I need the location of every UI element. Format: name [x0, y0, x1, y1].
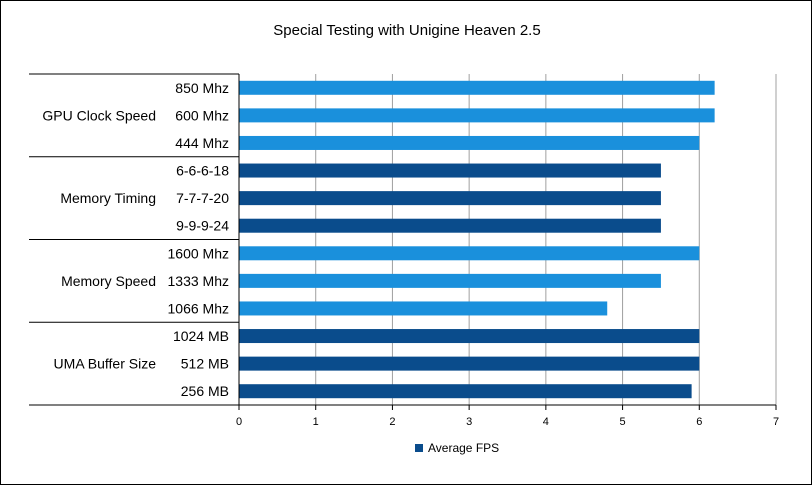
x-tick-label: 7 [773, 416, 779, 428]
item-label: 512 MB [181, 356, 229, 372]
item-label: 600 Mhz [175, 107, 229, 123]
bar [239, 356, 700, 371]
item-label: 9-9-9-24 [176, 218, 229, 234]
axes [29, 73, 777, 410]
x-tick-labels: 0 1 2 3 4 5 6 7 [236, 416, 779, 428]
bar [239, 273, 661, 288]
item-label: 7-7-7-20 [176, 190, 229, 206]
x-tick-label: 4 [543, 416, 549, 428]
bar [239, 301, 608, 316]
legend-label: Average FPS [428, 441, 499, 455]
bar [239, 384, 692, 399]
item-label: 1024 MB [173, 328, 229, 344]
bar [239, 80, 715, 95]
item-label: 256 MB [181, 383, 229, 399]
x-tick-label: 6 [696, 416, 702, 428]
bar [239, 135, 700, 150]
x-tick-label: 5 [620, 416, 626, 428]
bars [239, 80, 715, 399]
x-tick-label: 2 [389, 416, 395, 428]
x-tick-label: 1 [313, 416, 319, 428]
bar [239, 163, 661, 178]
chart-title: Special Testing with Unigine Heaven 2.5 [273, 22, 540, 39]
item-label: 850 Mhz [175, 80, 229, 96]
item-label: 1333 Mhz [168, 273, 229, 289]
x-tick-label: 0 [236, 416, 242, 428]
group-label: Memory Timing [60, 190, 156, 206]
group-label: UMA Buffer Size [54, 356, 157, 372]
item-label: 1066 Mhz [168, 300, 229, 316]
group-label: Memory Speed [61, 273, 156, 289]
legend: Average FPS [415, 441, 499, 455]
legend-swatch [415, 444, 423, 452]
item-label: 444 Mhz [175, 135, 229, 151]
category-labels: 850 Mhz 600 Mhz 444 Mhz 6-6-6-18 7-7-7-20 9-9… [42, 80, 229, 399]
bar [239, 108, 715, 123]
bar [239, 218, 661, 233]
gridlines [315, 74, 777, 405]
bar [239, 191, 661, 206]
item-label: 6-6-6-18 [176, 163, 229, 179]
item-label: 1600 Mhz [168, 245, 229, 261]
group-label: GPU Clock Speed [42, 107, 156, 123]
bar [239, 329, 700, 344]
x-tick-label: 3 [466, 416, 472, 428]
bar [239, 246, 700, 261]
